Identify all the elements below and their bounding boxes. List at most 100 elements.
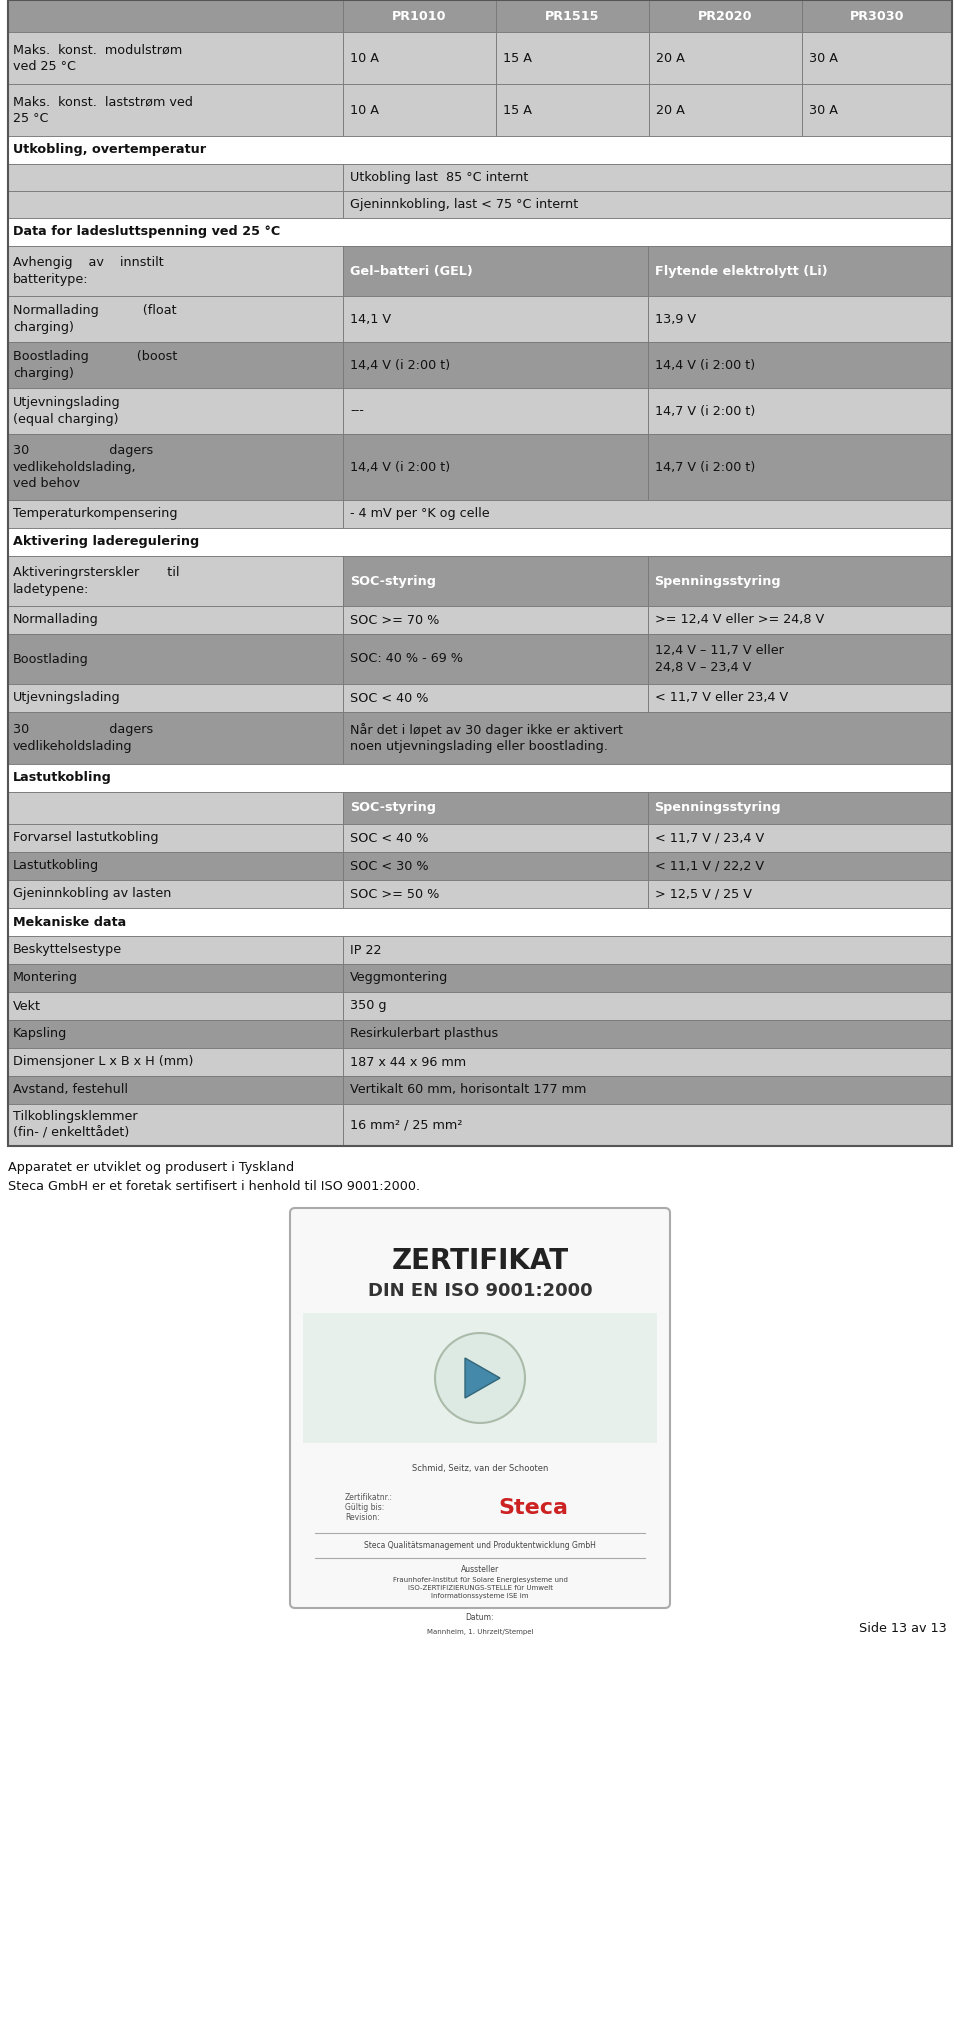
Bar bbox=[8, 341, 343, 388]
Bar bbox=[648, 341, 952, 388]
Text: Normallading: Normallading bbox=[13, 614, 99, 626]
Bar bbox=[8, 246, 343, 297]
Text: 350 g: 350 g bbox=[350, 999, 387, 1012]
Bar bbox=[648, 852, 952, 880]
Text: Normallading           (float
charging): Normallading (float charging) bbox=[13, 305, 177, 333]
Text: Dimensjoner L x B x H (mm): Dimensjoner L x B x H (mm) bbox=[13, 1056, 193, 1068]
Text: Tilkoblingsklemmer
(fin- / enkelttådet): Tilkoblingsklemmer (fin- / enkelttådet) bbox=[13, 1110, 137, 1141]
Text: 16 mm² / 25 mm²: 16 mm² / 25 mm² bbox=[350, 1119, 463, 1131]
Text: 15 A: 15 A bbox=[503, 103, 532, 117]
Bar bbox=[648, 246, 952, 297]
Text: Mekaniske data: Mekaniske data bbox=[13, 915, 127, 929]
Text: Maks.  konst.  laststrøm ved
25 °C: Maks. konst. laststrøm ved 25 °C bbox=[13, 95, 193, 125]
Bar bbox=[8, 0, 343, 32]
Bar bbox=[8, 388, 343, 434]
Text: Vekt: Vekt bbox=[13, 999, 41, 1012]
Text: Spenningsstyring: Spenningsstyring bbox=[655, 802, 781, 814]
Bar bbox=[8, 501, 343, 529]
Bar bbox=[343, 606, 648, 634]
Text: Gel–batteri (GEL): Gel–batteri (GEL) bbox=[350, 264, 473, 277]
Text: < 11,1 V / 22,2 V: < 11,1 V / 22,2 V bbox=[655, 860, 764, 872]
Text: SOC-styring: SOC-styring bbox=[350, 802, 436, 814]
Text: PR1010: PR1010 bbox=[393, 10, 446, 22]
Text: SOC: 40 % - 69 %: SOC: 40 % - 69 % bbox=[350, 652, 463, 666]
Text: Utjevningslading
(equal charging): Utjevningslading (equal charging) bbox=[13, 396, 121, 426]
Text: DIN EN ISO 9001:2000: DIN EN ISO 9001:2000 bbox=[368, 1282, 592, 1300]
Bar bbox=[648, 555, 952, 606]
Text: PR2020: PR2020 bbox=[698, 10, 753, 22]
Text: 20 A: 20 A bbox=[656, 103, 684, 117]
Bar bbox=[8, 763, 952, 791]
Text: 30 A: 30 A bbox=[809, 52, 838, 65]
Bar bbox=[343, 388, 648, 434]
Bar bbox=[343, 791, 648, 824]
Text: IP 22: IP 22 bbox=[350, 943, 382, 957]
Text: Montering: Montering bbox=[13, 971, 78, 985]
Text: Gültig bis:: Gültig bis: bbox=[345, 1504, 384, 1512]
Text: Beskyttelsestype: Beskyttelsestype bbox=[13, 943, 122, 957]
Text: Kapsling: Kapsling bbox=[13, 1028, 67, 1040]
Bar bbox=[8, 824, 343, 852]
Bar bbox=[343, 634, 648, 684]
Bar bbox=[8, 791, 343, 824]
Bar bbox=[802, 32, 952, 85]
Text: SOC >= 50 %: SOC >= 50 % bbox=[350, 888, 440, 900]
Text: SOC-styring: SOC-styring bbox=[350, 575, 436, 588]
Bar bbox=[648, 434, 952, 501]
Bar bbox=[8, 434, 343, 501]
Bar bbox=[648, 297, 952, 341]
Bar bbox=[648, 880, 952, 909]
Bar bbox=[648, 791, 952, 824]
Bar bbox=[8, 963, 343, 991]
Text: 12,4 V – 11,7 V eller
24,8 V – 23,4 V: 12,4 V – 11,7 V eller 24,8 V – 23,4 V bbox=[655, 644, 783, 674]
Text: 13,9 V: 13,9 V bbox=[655, 313, 696, 325]
Text: ---: --- bbox=[350, 404, 364, 418]
Text: 187 x 44 x 96 mm: 187 x 44 x 96 mm bbox=[350, 1056, 467, 1068]
Text: Vertikalt 60 mm, horisontalt 177 mm: Vertikalt 60 mm, horisontalt 177 mm bbox=[350, 1084, 587, 1096]
Bar bbox=[343, 1104, 952, 1147]
Bar bbox=[343, 246, 648, 297]
Text: 10 A: 10 A bbox=[350, 52, 379, 65]
FancyBboxPatch shape bbox=[290, 1207, 670, 1607]
Text: Lastutkobling: Lastutkobling bbox=[13, 771, 112, 785]
Text: SOC < 40 %: SOC < 40 % bbox=[350, 832, 428, 844]
Bar bbox=[343, 85, 496, 135]
Bar bbox=[343, 713, 952, 763]
Text: Steca GmbH er et foretak sertifisert i henhold til ISO 9001:2000.: Steca GmbH er et foretak sertifisert i h… bbox=[8, 1179, 420, 1193]
Bar bbox=[343, 1020, 952, 1048]
Text: 14,7 V (i 2:00 t): 14,7 V (i 2:00 t) bbox=[655, 460, 755, 474]
Text: Fraunhofer-Institut für Solare Energiesysteme und
ISO-ZERTIFIZIERUNGS-STELLE für: Fraunhofer-Institut für Solare Energiesy… bbox=[393, 1577, 567, 1599]
Text: 10 A: 10 A bbox=[350, 103, 379, 117]
Text: Aktiveringrsterskler       til
ladetypene:: Aktiveringrsterskler til ladetypene: bbox=[13, 565, 180, 596]
Text: 14,4 V (i 2:00 t): 14,4 V (i 2:00 t) bbox=[350, 359, 450, 371]
Text: Boostlading            (boost
charging): Boostlading (boost charging) bbox=[13, 349, 178, 380]
Text: Temperaturkompensering: Temperaturkompensering bbox=[13, 507, 178, 521]
Bar bbox=[343, 824, 648, 852]
Text: Aussteller: Aussteller bbox=[461, 1565, 499, 1575]
Bar bbox=[8, 297, 343, 341]
Bar bbox=[8, 880, 343, 909]
Text: Spenningsstyring: Spenningsstyring bbox=[655, 575, 781, 588]
Text: Schmid, Seitz, van der Schooten: Schmid, Seitz, van der Schooten bbox=[412, 1464, 548, 1472]
Text: 14,4 V (i 2:00 t): 14,4 V (i 2:00 t) bbox=[350, 460, 450, 474]
Bar bbox=[8, 135, 952, 164]
Bar bbox=[343, 501, 952, 529]
Text: Data for ladesluttspenning ved 25 °C: Data for ladesluttspenning ved 25 °C bbox=[13, 226, 280, 238]
Bar bbox=[343, 164, 952, 192]
Bar bbox=[8, 713, 343, 763]
Bar bbox=[343, 341, 648, 388]
Text: PR3030: PR3030 bbox=[850, 10, 904, 22]
Text: Steca: Steca bbox=[498, 1498, 568, 1518]
Bar bbox=[648, 824, 952, 852]
Text: 30                    dagers
vedlikeholdslading,
ved behov: 30 dagers vedlikeholdslading, ved behov bbox=[13, 444, 154, 491]
Text: Gjeninnkobling av lasten: Gjeninnkobling av lasten bbox=[13, 888, 172, 900]
Text: Utjevningslading: Utjevningslading bbox=[13, 690, 121, 705]
Bar bbox=[8, 991, 343, 1020]
Text: Resirkulerbart plasthus: Resirkulerbart plasthus bbox=[350, 1028, 498, 1040]
Bar bbox=[8, 1048, 343, 1076]
Text: < 11,7 V eller 23,4 V: < 11,7 V eller 23,4 V bbox=[655, 690, 788, 705]
Bar bbox=[8, 218, 952, 246]
Bar bbox=[802, 85, 952, 135]
Bar bbox=[343, 1076, 952, 1104]
Polygon shape bbox=[465, 1359, 500, 1397]
